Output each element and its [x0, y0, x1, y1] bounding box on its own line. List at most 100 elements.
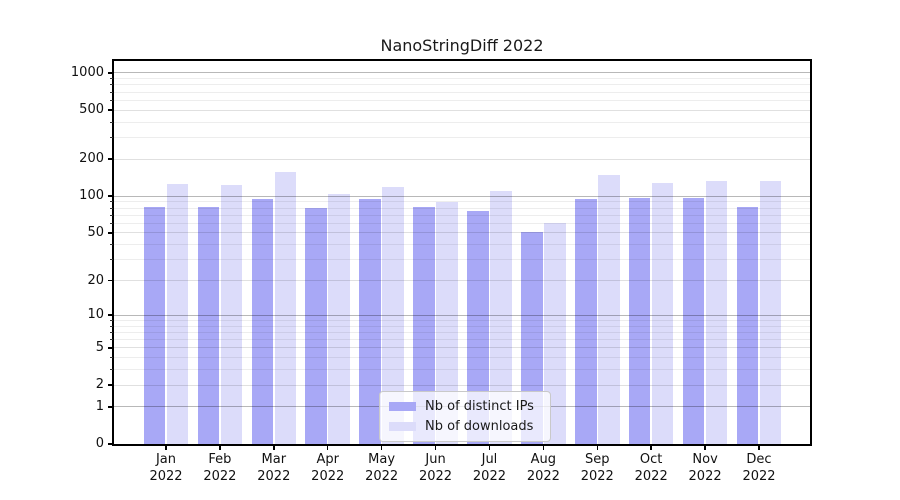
y-tick-label-10: 10 — [87, 307, 104, 323]
bar-downloads-apr — [328, 193, 350, 444]
y-tick-label-0: 0 — [95, 436, 104, 451]
x-tick-mark-oct — [650, 446, 652, 450]
bar-distinct-ips-feb — [197, 206, 220, 444]
y-minor-tick-mark-70 — [110, 214, 113, 216]
y-tick-mark-200 — [108, 158, 112, 160]
legend-swatch-distinct-ips — [389, 402, 416, 411]
y-tick-label-20: 20 — [87, 272, 104, 288]
y-tick-mark-10 — [108, 314, 112, 316]
bar-distinct-ips-jul — [467, 211, 489, 444]
legend: Nb of distinct IPs Nb of downloads — [379, 391, 551, 442]
legend-item-distinct-ips: Nb of distinct IPs — [389, 399, 540, 414]
y-minor-tick-mark-80 — [110, 207, 113, 209]
bar-distinct-ips-sep — [575, 198, 597, 444]
gridline-y-40 — [114, 244, 810, 246]
bar-downloads-jan — [166, 183, 189, 444]
y-minor-tick-mark-60 — [110, 222, 113, 224]
bar-distinct-ips-nov — [682, 198, 705, 444]
legend-label-downloads: Nb of downloads — [425, 419, 534, 434]
x-tick-mark-jul — [488, 446, 491, 450]
x-tick-mark-feb — [219, 446, 221, 450]
gridline-y-400 — [114, 121, 810, 123]
y-tick-mark-5 — [108, 347, 112, 349]
y-minor-tick-mark-9 — [110, 319, 113, 321]
bar-downloads-jun — [436, 201, 458, 444]
y-minor-tick-mark-800 — [110, 84, 113, 86]
y-tick-label-500: 500 — [79, 102, 104, 118]
bar-downloads-mar — [274, 172, 297, 444]
gridline-y-500 — [114, 109, 810, 111]
x-tick-label-oct: Oct 2022 — [634, 452, 668, 484]
y-tick-mark-500 — [108, 109, 112, 111]
x-tick-label-apr: Apr 2022 — [311, 452, 345, 484]
x-tick-mark-dec — [758, 446, 760, 450]
gridline-y-30 — [114, 259, 810, 261]
bar-distinct-ips-may — [359, 198, 381, 444]
y-tick-label-100: 100 — [79, 188, 104, 204]
gridline-y-4 — [114, 357, 810, 359]
x-tick-label-nov: Nov 2022 — [688, 452, 722, 484]
y-tick-mark-20 — [108, 279, 112, 282]
x-tick-label-feb: Feb 2022 — [203, 452, 237, 484]
y-tick-label-200: 200 — [79, 151, 104, 167]
gridline-y-200 — [114, 158, 810, 160]
y-tick-mark-100 — [108, 195, 112, 197]
gridline-y-900 — [114, 78, 810, 80]
chart-title: NanoStringDiff 2022 — [380, 36, 544, 55]
gridline-y-80 — [114, 207, 810, 209]
y-minor-tick-mark-400 — [110, 121, 113, 123]
y-minor-tick-mark-8 — [110, 325, 113, 327]
y-tick-label-1: 1 — [95, 398, 104, 414]
gridline-y-9 — [114, 319, 810, 321]
bar-distinct-ips-jun — [413, 207, 435, 444]
gridline-y-70 — [114, 214, 810, 216]
x-tick-mark-may — [380, 446, 383, 450]
x-tick-mark-jun — [434, 446, 437, 450]
x-tick-label-dec: Dec 2022 — [742, 452, 776, 484]
x-tick-label-mar: Mar 2022 — [257, 452, 291, 484]
x-tick-mark-aug — [542, 446, 545, 450]
x-tick-mark-apr — [326, 446, 329, 450]
x-tick-mark-jan — [165, 446, 167, 450]
gridline-y-90 — [114, 201, 810, 203]
gridline-y-100 — [114, 195, 810, 197]
gridline-y-300 — [114, 137, 810, 139]
bar-distinct-ips-oct — [628, 197, 651, 444]
gridline-y-6 — [114, 339, 810, 340]
y-tick-label-5: 5 — [95, 339, 104, 355]
y-minor-tick-mark-600 — [110, 99, 113, 101]
y-minor-tick-mark-4 — [110, 357, 113, 359]
x-tick-label-jun: Jun 2022 — [418, 452, 453, 484]
y-minor-tick-mark-30 — [110, 259, 113, 261]
gridline-y-8 — [114, 325, 810, 327]
gridline-y-20 — [114, 280, 810, 281]
y-minor-tick-mark-3 — [110, 369, 113, 371]
bar-downloads-jul — [490, 191, 512, 444]
y-tick-mark-2 — [108, 384, 112, 386]
bar-downloads-feb — [220, 185, 243, 444]
y-tick-label-2: 2 — [95, 377, 104, 392]
legend-swatch-downloads — [389, 422, 416, 431]
y-minor-tick-mark-90 — [110, 201, 113, 203]
gridline-y-3 — [114, 369, 810, 371]
y-tick-label-50: 50 — [87, 224, 104, 240]
bar-distinct-ips-aug — [521, 231, 543, 444]
bar-distinct-ips-jan — [143, 206, 166, 444]
y-minor-tick-mark-900 — [110, 78, 113, 80]
bar-downloads-sep — [598, 174, 620, 444]
gridline-y-1000 — [114, 72, 810, 74]
y-tick-mark-1000 — [108, 72, 112, 74]
gridline-y-10 — [114, 314, 810, 316]
y-tick-label-1000: 1000 — [70, 64, 104, 80]
bar-downloads-dec — [759, 180, 782, 444]
x-tick-mark-mar — [273, 446, 275, 450]
y-minor-tick-mark-7 — [110, 331, 113, 333]
x-tick-label-jul: Jul 2022 — [472, 452, 506, 484]
bar-downloads-may — [382, 186, 404, 444]
bar-downloads-aug — [544, 223, 566, 444]
y-tick-mark-50 — [108, 232, 112, 234]
x-tick-mark-nov — [704, 446, 706, 450]
y-minor-tick-mark-300 — [110, 137, 113, 139]
x-tick-mark-sep — [596, 446, 599, 450]
legend-label-distinct-ips: Nb of distinct IPs — [425, 399, 534, 414]
